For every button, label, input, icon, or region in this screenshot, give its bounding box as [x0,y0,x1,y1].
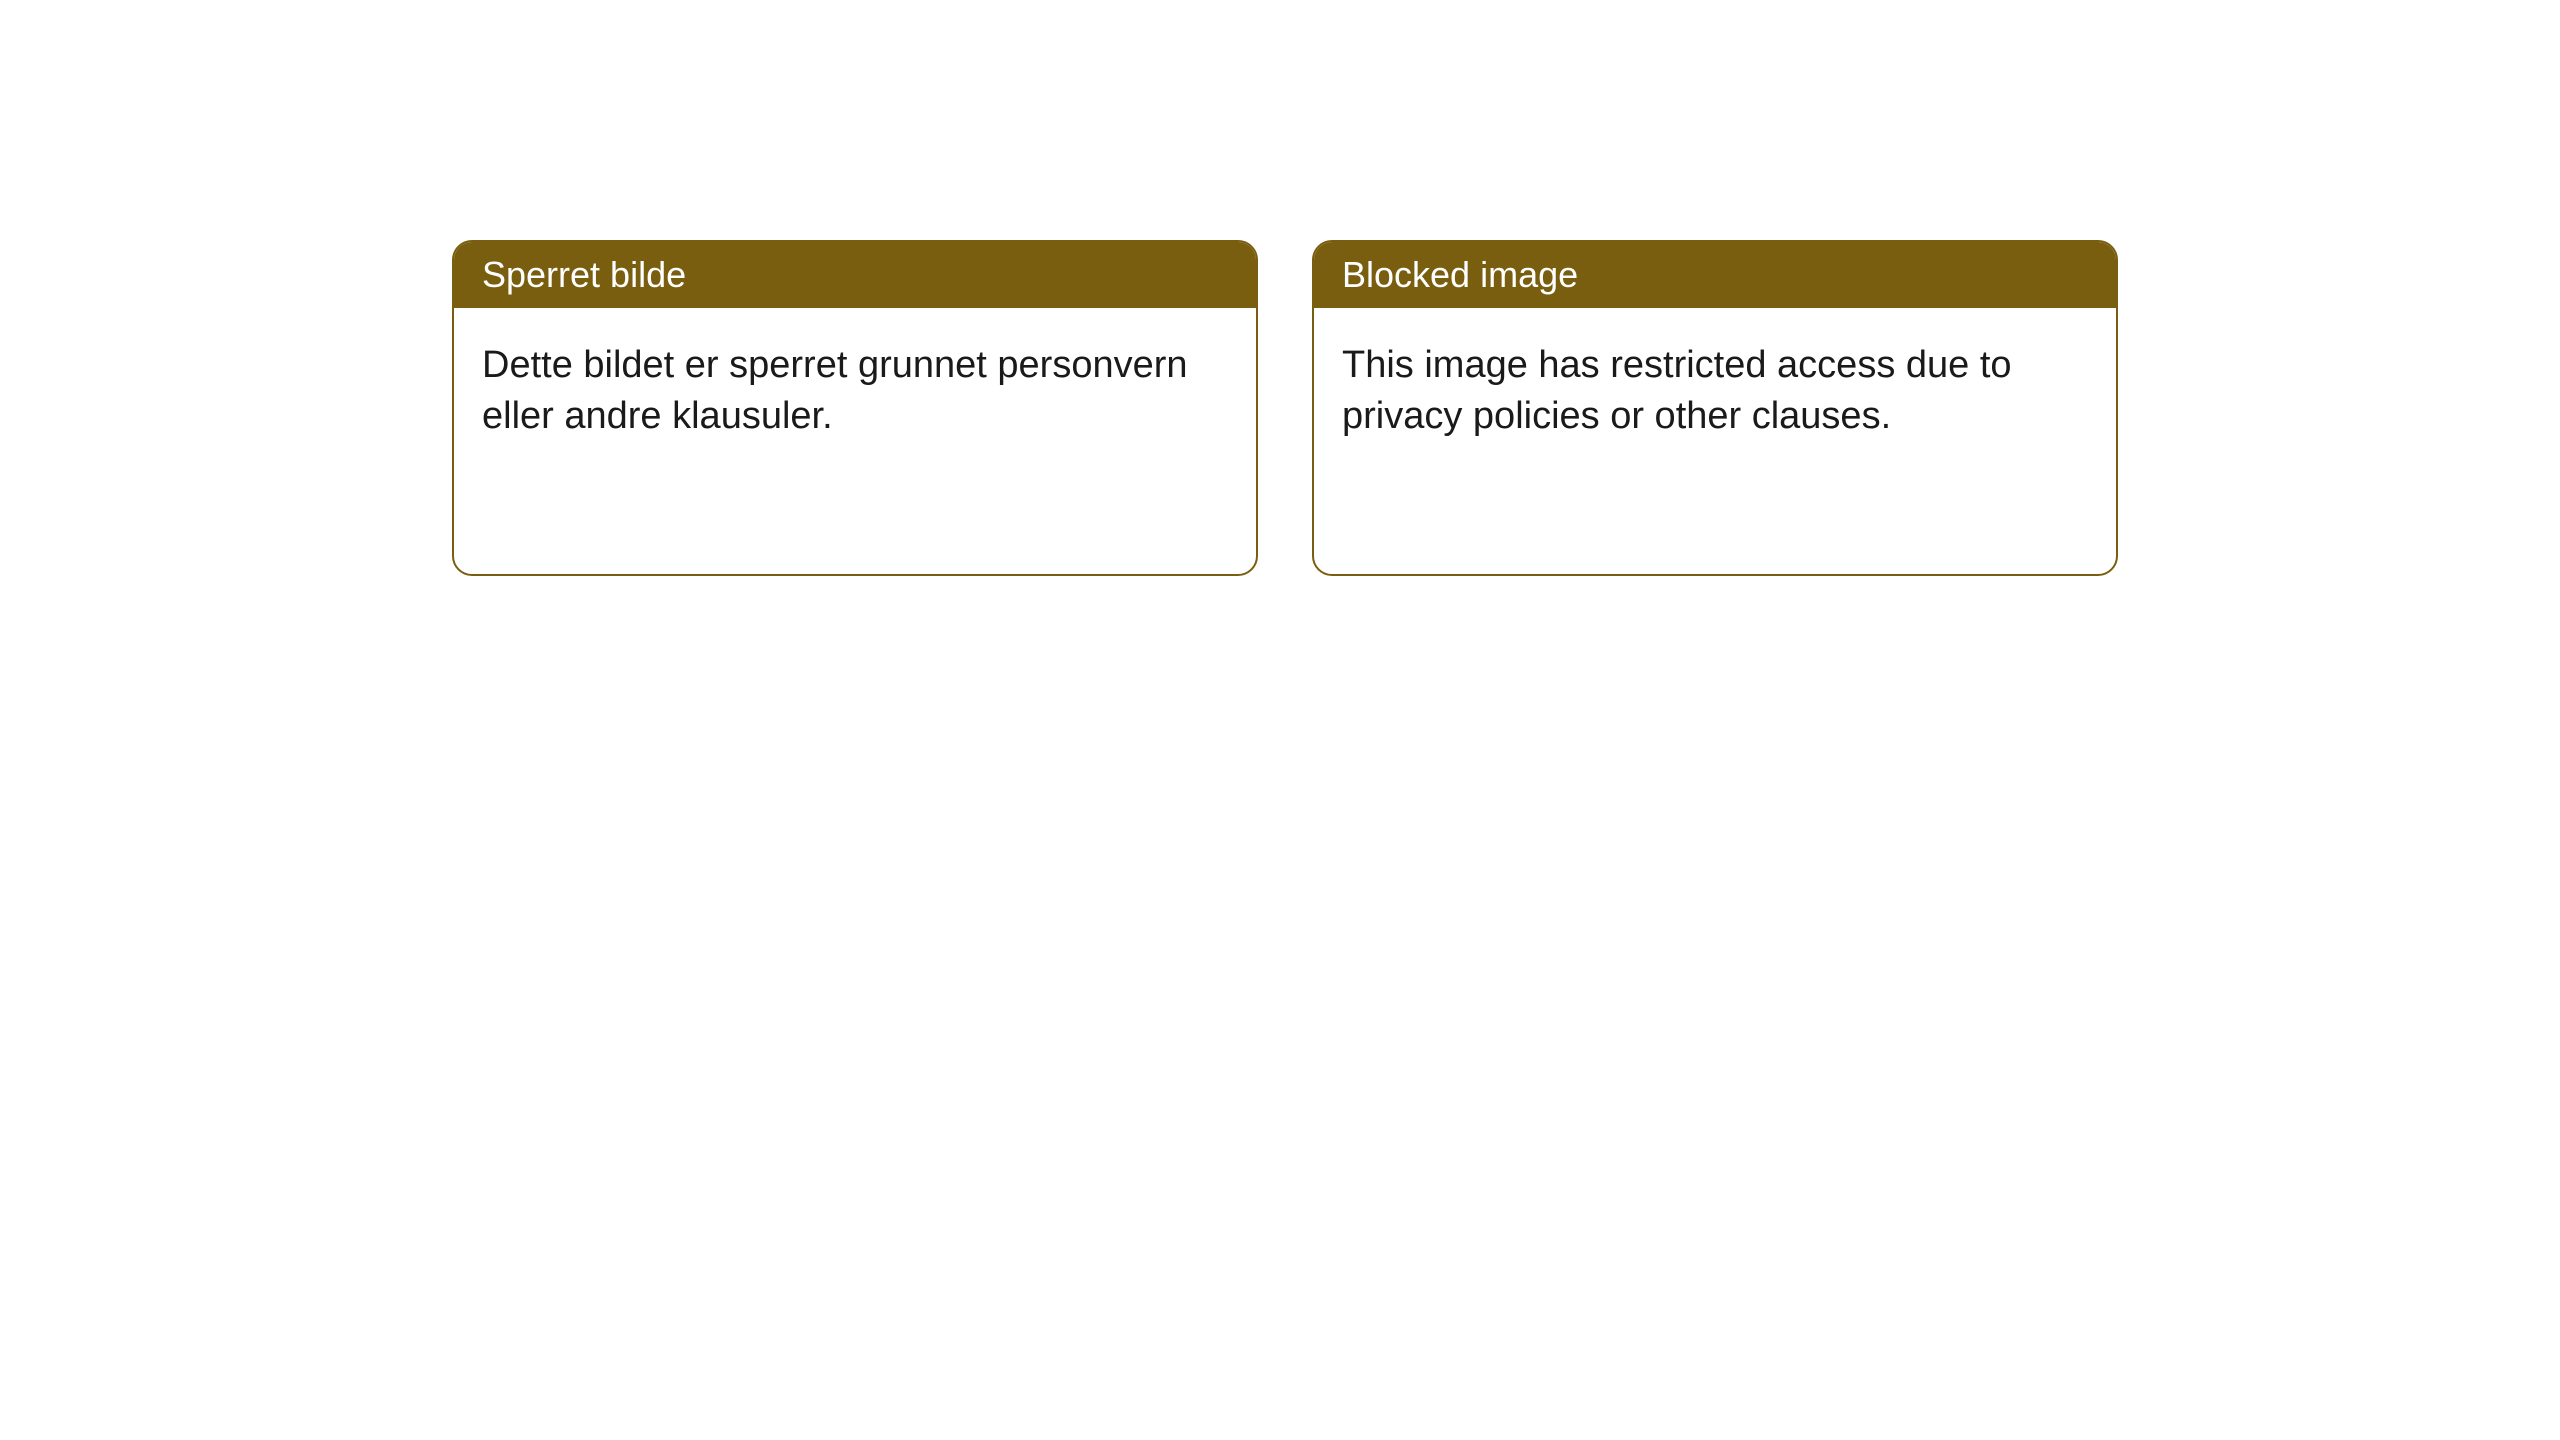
notice-card-norwegian: Sperret bilde Dette bildet er sperret gr… [452,240,1258,576]
notice-body: This image has restricted access due to … [1314,308,2116,475]
notice-card-english: Blocked image This image has restricted … [1312,240,2118,576]
notice-header: Blocked image [1314,242,2116,308]
notice-container: Sperret bilde Dette bildet er sperret gr… [452,240,2118,576]
notice-body: Dette bildet er sperret grunnet personve… [454,308,1256,475]
notice-header: Sperret bilde [454,242,1256,308]
